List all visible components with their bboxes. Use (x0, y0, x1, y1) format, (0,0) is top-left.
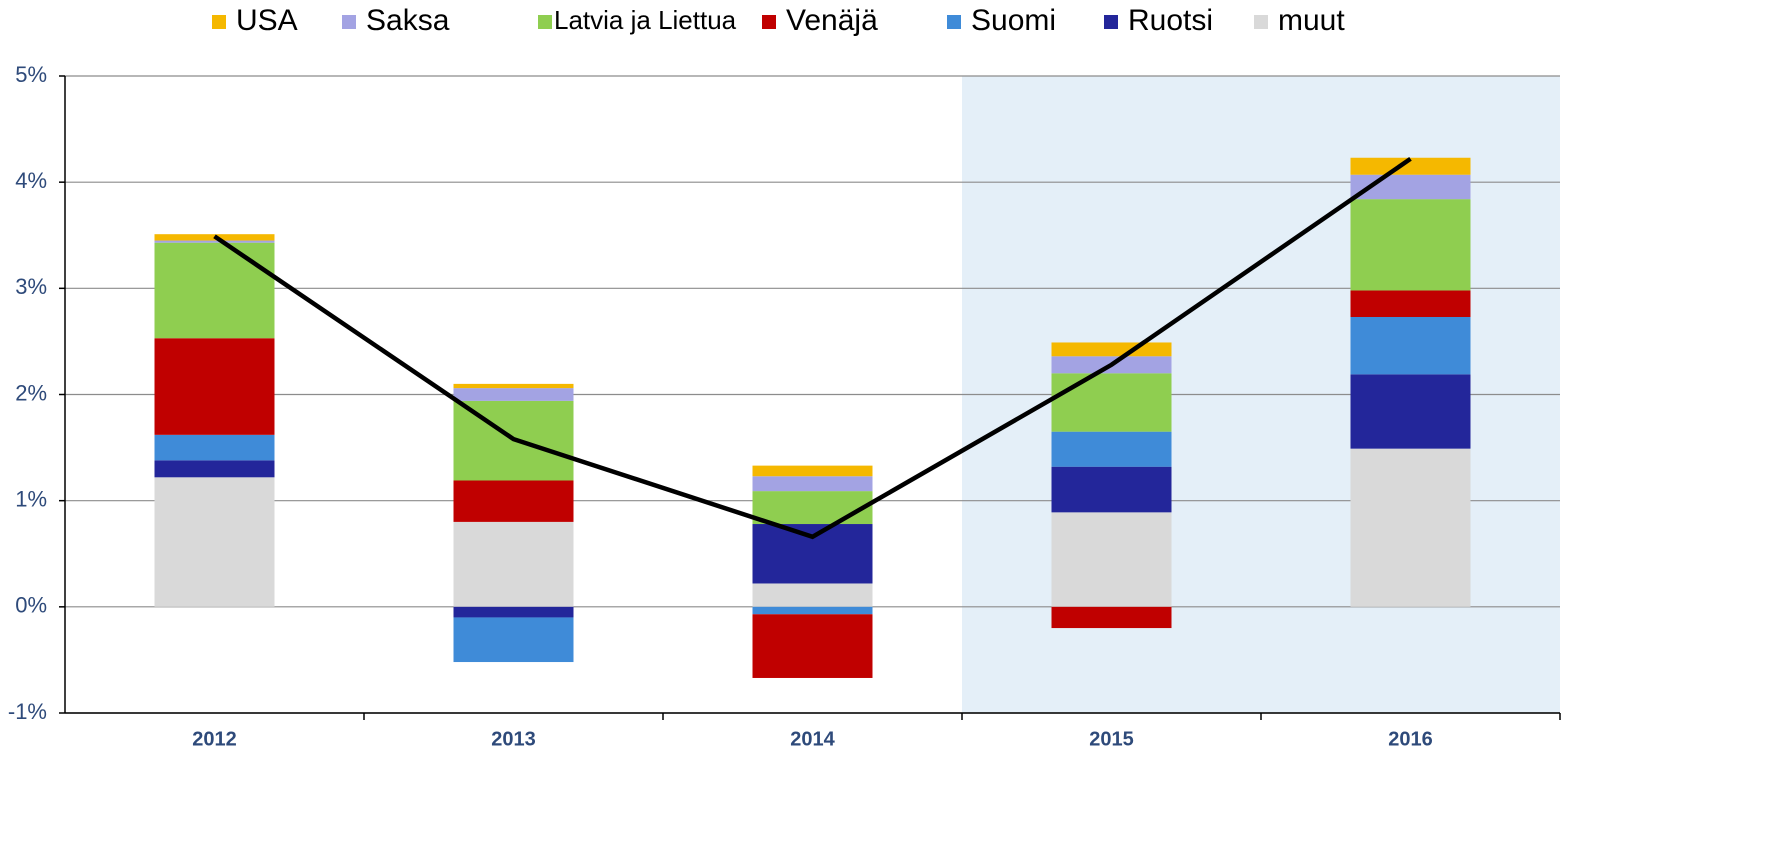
bar-segment (1350, 290, 1471, 317)
y-tick-label: 3% (15, 274, 47, 299)
bar-segment (154, 460, 275, 478)
legend-label: Suomi (971, 4, 1056, 37)
bar-segment (1350, 374, 1471, 449)
bar-segment (752, 524, 873, 584)
y-tick-label: 4% (15, 168, 47, 193)
bar-segment (1051, 512, 1172, 607)
bar-segment (453, 521, 574, 607)
bar-segment (1051, 342, 1172, 357)
legend-swatch (538, 15, 552, 29)
legend-label: Latvia ja Liettua (554, 5, 737, 35)
bar-segment (154, 434, 275, 461)
x-tick-label: 2012 (192, 728, 237, 750)
bar-segment (1051, 373, 1172, 432)
x-tick-label: 2015 (1089, 728, 1134, 750)
bar-segment (1051, 466, 1172, 513)
legend-label: USA (236, 4, 298, 37)
bar-segment (453, 388, 574, 401)
legend-swatch (342, 15, 356, 29)
bar-segment (1350, 199, 1471, 291)
y-tick-label: -1% (8, 699, 47, 724)
bar-segment (752, 491, 873, 525)
bar-segment (752, 614, 873, 678)
bar-segment (752, 606, 873, 615)
bar-segment (154, 477, 275, 607)
legend-swatch (1254, 15, 1268, 29)
x-tick-label: 2014 (790, 728, 835, 750)
y-tick-label: 5% (15, 62, 47, 87)
x-tick-label: 2013 (491, 728, 536, 750)
bar-segment (752, 476, 873, 492)
bar-segment (752, 583, 873, 607)
legend-label: Venäjä (786, 4, 878, 37)
bar-segment (453, 617, 574, 663)
bar-segment (453, 606, 574, 618)
bar-segment (1051, 431, 1172, 467)
bar-segment (1051, 606, 1172, 629)
legend-label: Saksa (366, 4, 450, 37)
legend-swatch (1104, 15, 1118, 29)
bar-segment (154, 338, 275, 435)
legend-swatch (212, 15, 226, 29)
bar-segment (453, 383, 574, 389)
y-tick-label: 1% (15, 486, 47, 511)
legend-swatch (762, 15, 776, 29)
bar-segment (154, 242, 275, 339)
legend-swatch (947, 15, 961, 29)
bar-segment (1350, 157, 1471, 175)
bar-segment (1350, 448, 1471, 607)
x-tick-label: 2016 (1388, 728, 1433, 750)
legend-label: muut (1278, 4, 1345, 37)
bar-segment (154, 240, 275, 243)
y-tick-label: 0% (15, 593, 47, 618)
legend-label: Ruotsi (1128, 4, 1213, 37)
bar-segment (1350, 316, 1471, 375)
bar-segment (453, 480, 574, 522)
total-line (213, 156, 1412, 540)
bar-segment (752, 465, 873, 477)
y-tick-label: 2% (15, 380, 47, 405)
